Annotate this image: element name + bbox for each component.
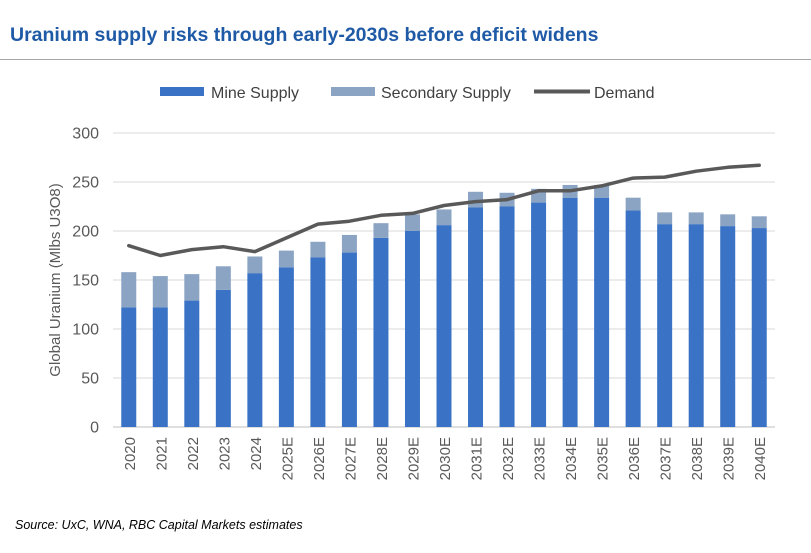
x-tick-label: 2036E [626, 437, 643, 480]
bar-mine-supply [310, 257, 326, 427]
bar-secondary-supply [121, 272, 137, 308]
x-tick-label: 2035E [595, 437, 612, 480]
bar-mine-supply [404, 231, 420, 427]
bar-mine-supply [373, 237, 389, 427]
x-tick-label: 2024 [248, 437, 265, 470]
x-tick-label: 2031E [469, 437, 486, 480]
legend-swatch-secondary-supply [331, 87, 375, 96]
bar-secondary-supply [436, 209, 452, 226]
y-tick-label: 200 [72, 224, 99, 241]
bars [121, 184, 767, 427]
source-note: Source: UxC, WNA, RBC Capital Markets es… [15, 518, 303, 532]
chart-title: Uranium supply risks through early-2030s… [10, 24, 599, 46]
y-tick-label: 100 [72, 322, 99, 339]
bar-secondary-supply [152, 276, 168, 308]
y-tick-label: 150 [72, 273, 99, 290]
bar-secondary-supply [751, 216, 767, 229]
x-tick-label: 2023 [216, 437, 233, 470]
bar-mine-supply [278, 267, 294, 427]
bar-mine-supply [625, 210, 641, 427]
x-tick-label: 2033E [532, 437, 549, 480]
bar-mine-supply [594, 197, 610, 427]
chart-area: Mine Supply Secondary Supply Demand Glob… [47, 85, 775, 480]
x-tick-label: 2030E [437, 437, 454, 480]
x-tick-label: 2039E [721, 437, 738, 480]
bar-mine-supply [436, 225, 452, 427]
bar-mine-supply [184, 300, 200, 427]
bar-mine-supply [341, 252, 357, 427]
bar-mine-supply [751, 228, 767, 427]
bar-secondary-supply [373, 223, 389, 238]
bar-secondary-supply [720, 214, 736, 227]
x-tick-label: 2029E [406, 437, 423, 480]
y-tick-label: 300 [72, 126, 99, 143]
bar-mine-supply [499, 206, 515, 427]
bar-mine-supply [152, 307, 168, 427]
bar-mine-supply [121, 307, 137, 427]
bar-mine-supply [468, 207, 484, 427]
legend-swatch-mine-supply [160, 87, 204, 96]
y-tick-label: 250 [72, 175, 99, 192]
x-tick-label: 2027E [342, 437, 359, 480]
demand-line [127, 163, 761, 258]
legend: Mine Supply Secondary Supply Demand [160, 85, 654, 102]
x-tick-label: 2038E [689, 437, 706, 480]
y-axis-label: Global Uranium (Mlbs U3O8) [47, 183, 64, 376]
bar-mine-supply [531, 202, 547, 427]
title-divider [0, 59, 811, 60]
bar-secondary-supply [184, 274, 200, 301]
y-tick-label: 0 [90, 420, 99, 437]
x-tick-label: 2026E [311, 437, 328, 480]
bar-secondary-supply [625, 197, 641, 211]
y-tick-labels: 0 50 100 150 200 250 300 [72, 126, 99, 437]
bar-mine-supply [562, 197, 578, 427]
legend-label-mine-supply: Mine Supply [211, 85, 299, 102]
x-tick-label: 2025E [279, 437, 296, 480]
x-tick-label: 2022 [185, 437, 202, 470]
x-tick-labels: 2020 2021 2022 2023 2024 2025E 2026E 2027E 2028E… [122, 437, 769, 480]
bar-mine-supply [688, 224, 704, 427]
bar-mine-supply [720, 226, 736, 427]
bar-secondary-supply [341, 234, 357, 253]
x-tick-label: 2037E [658, 437, 675, 480]
x-tick-label: 2020 [122, 437, 139, 470]
legend-label-secondary-supply: Secondary Supply [381, 85, 511, 102]
bar-mine-supply [215, 289, 231, 427]
bar-secondary-supply [247, 256, 263, 274]
x-tick-label: 2034E [563, 437, 580, 480]
bar-secondary-supply [688, 212, 704, 225]
x-tick-label: 2040E [752, 437, 769, 480]
bar-mine-supply [657, 224, 673, 427]
bar-secondary-supply [310, 241, 326, 258]
bar-mine-supply [247, 273, 263, 427]
bar-secondary-supply [404, 214, 420, 231]
demand-line-group [127, 163, 761, 258]
bar-secondary-supply [657, 212, 673, 225]
x-tick-label: 2028E [374, 437, 391, 480]
legend-label-demand: Demand [594, 85, 654, 102]
x-tick-label: 2032E [500, 437, 517, 480]
bar-secondary-supply [215, 266, 231, 290]
y-tick-label: 50 [81, 371, 99, 388]
x-tick-label: 2021 [153, 437, 170, 470]
bar-secondary-supply [278, 250, 294, 268]
